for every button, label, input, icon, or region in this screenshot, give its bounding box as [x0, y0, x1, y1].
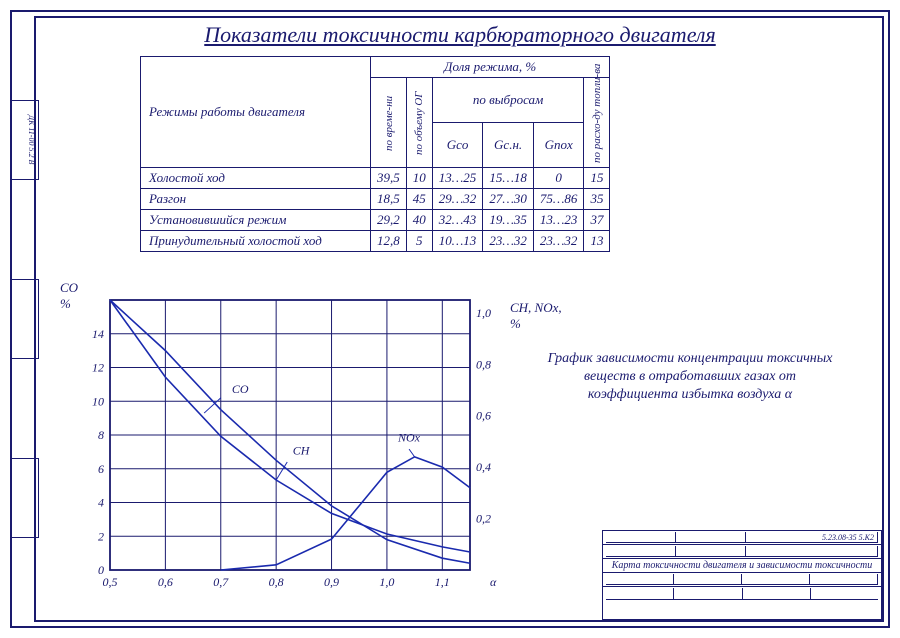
side-box-2 — [11, 279, 39, 359]
side-label-column: ДК 11-00 5.2 В — [11, 50, 41, 588]
cell-0-1: 10 — [406, 168, 432, 189]
svg-text:8: 8 — [98, 428, 104, 442]
side-box-3 — [11, 458, 39, 538]
cell-2-5: 37 — [584, 210, 610, 231]
th-time: по време-ни — [371, 78, 407, 168]
svg-text:4: 4 — [98, 496, 104, 510]
drawing-title-block: 5.23.08-35 5.К2 Карта токсичности двигат… — [602, 530, 882, 620]
cell-3-2: 10…13 — [432, 231, 483, 252]
cell-0-0: 39,5 — [371, 168, 407, 189]
page-title: Показатели токсичности карбюраторного дв… — [60, 22, 860, 48]
chart-caption: График зависимости концентрации токсичны… — [540, 350, 840, 405]
th-em-0: Gco — [432, 123, 483, 168]
tb-desc: Карта токсичности двигателя и зависимост… — [603, 559, 881, 573]
row-label-0: Холостой ход — [141, 168, 371, 189]
cell-2-1: 40 — [406, 210, 432, 231]
cell-2-4: 13…23 — [533, 210, 584, 231]
svg-text:0,2: 0,2 — [476, 512, 491, 526]
cell-3-0: 12,8 — [371, 231, 407, 252]
cell-1-4: 75…86 — [533, 189, 584, 210]
table-row: Принудительный холостой ход12,8510…1323…… — [141, 231, 610, 252]
cell-0-4: 0 — [533, 168, 584, 189]
row-label-1: Разгон — [141, 189, 371, 210]
th-em-1: Gc.н. — [483, 123, 534, 168]
th-em-2: Gnox — [533, 123, 584, 168]
side-box-1: ДК 11-00 5.2 В — [11, 100, 39, 180]
cell-1-5: 35 — [584, 189, 610, 210]
svg-text:0,4: 0,4 — [476, 460, 491, 474]
svg-text:0,7: 0,7 — [213, 575, 229, 589]
cell-0-5: 15 — [584, 168, 610, 189]
cell-3-1: 5 — [406, 231, 432, 252]
toxicity-chart: 0,5 0,6 0,7 0,8 0,9 1,0 1,1 14 12 10 8 6 4 2 0 1,0 0,8 0,… — [70, 280, 520, 600]
th-group: Доля режима, % — [371, 57, 610, 78]
cell-3-5: 13 — [584, 231, 610, 252]
svg-text:12: 12 — [92, 361, 104, 375]
cell-2-3: 19…35 — [483, 210, 534, 231]
table-row: Холостой ход39,51013…2515…18015 — [141, 168, 610, 189]
svg-text:0,8: 0,8 — [269, 575, 284, 589]
svg-text:0,5: 0,5 — [103, 575, 118, 589]
cell-3-4: 23…32 — [533, 231, 584, 252]
svg-text:CH: CH — [293, 443, 311, 457]
svg-text:0,9: 0,9 — [324, 575, 339, 589]
row-label-3: Принудительный холостой ход — [141, 231, 371, 252]
cell-1-0: 18,5 — [371, 189, 407, 210]
tb-code: 5.23.08-35 5.К2 — [746, 532, 879, 543]
th-emissions: по выбросам — [432, 78, 584, 123]
cell-0-2: 13…25 — [432, 168, 483, 189]
svg-text:10: 10 — [92, 394, 104, 408]
svg-text:0,6: 0,6 — [158, 575, 173, 589]
cell-1-1: 45 — [406, 189, 432, 210]
svg-text:CO: CO — [232, 382, 249, 396]
cell-3-3: 23…32 — [483, 231, 534, 252]
svg-text:1,1: 1,1 — [435, 575, 450, 589]
cell-1-2: 29…32 — [432, 189, 483, 210]
svg-text:14: 14 — [92, 327, 104, 341]
svg-text:α: α — [490, 575, 497, 589]
th-fuel: по расхо-ду топли-ва — [584, 78, 610, 168]
th-modes: Режимы работы двигателя — [141, 57, 371, 168]
svg-text:2: 2 — [98, 529, 104, 543]
cell-2-0: 29,2 — [371, 210, 407, 231]
svg-text:1,0: 1,0 — [476, 306, 491, 320]
cell-2-2: 32…43 — [432, 210, 483, 231]
svg-text:0,8: 0,8 — [476, 357, 491, 371]
row-label-2: Установившийся режим — [141, 210, 371, 231]
svg-text:6: 6 — [98, 462, 104, 476]
cell-1-3: 27…30 — [483, 189, 534, 210]
table-row: Установившийся режим29,24032…4319…3513…2… — [141, 210, 610, 231]
svg-text:1,0: 1,0 — [379, 575, 394, 589]
svg-text:0: 0 — [98, 563, 104, 577]
table-row: Разгон18,54529…3227…3075…8635 — [141, 189, 610, 210]
th-vol: по объему ОГ — [406, 78, 432, 168]
cell-0-3: 15…18 — [483, 168, 534, 189]
svg-text:NOx: NOx — [397, 430, 421, 444]
svg-text:0,6: 0,6 — [476, 409, 491, 423]
toxicity-table: Режимы работы двигателяДоля режима, %по … — [140, 56, 610, 252]
